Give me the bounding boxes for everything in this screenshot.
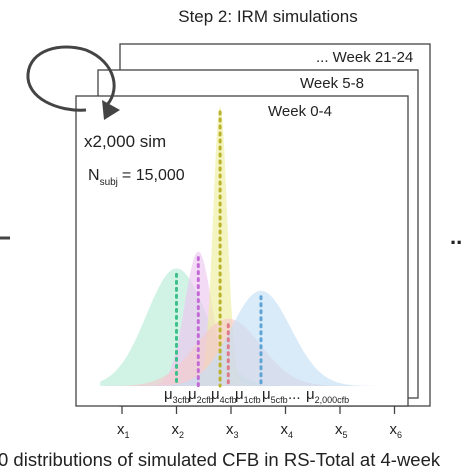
distribution-curves [100, 106, 406, 388]
mean-label-2cfb: μ2cfb [188, 386, 214, 405]
x-tick-label-1: x1 [117, 421, 130, 440]
caption: 0 distributions of simulated CFB in RS-T… [0, 449, 441, 470]
panel-week-5-8-label: Week 5-8 [300, 75, 364, 92]
x-tick-label-5: x5 [335, 421, 348, 440]
mean-label-1cfb: μ1cfb [235, 386, 261, 405]
x-tick-label-2: x2 [172, 421, 185, 440]
diagram-title: Step 2: IRM simulations [178, 7, 358, 26]
loop-count-label: x2,000 sim [84, 132, 166, 151]
mean-label-last: μ2,000cfb [306, 386, 349, 405]
panel-week-21-24-label: ... Week 21-24 [316, 49, 413, 66]
loop-arrow-icon [26, 45, 120, 120]
mean-label-5cfb: μ5cfb [262, 386, 288, 405]
x-tick-label-4: x4 [281, 421, 294, 440]
mean-label-4cfb: μ4cfb [211, 386, 237, 405]
x-tick-label-6: x6 [390, 421, 403, 440]
nsubj-label: Nsubj = 15,000 [88, 167, 185, 188]
distribution-curve-5cfb [100, 290, 406, 386]
x-tick-label-3: x3 [226, 421, 239, 440]
x-axis-ticks: x1 x2 x3 x4 x5 x6 [117, 406, 402, 440]
panel-week-0-4-label: Week 0-4 [268, 103, 332, 120]
right-ellipsis: .. [450, 224, 462, 249]
mean-label-3cfb: μ3cfb [164, 386, 190, 405]
mean-label-ellipsis: ... [288, 386, 301, 403]
